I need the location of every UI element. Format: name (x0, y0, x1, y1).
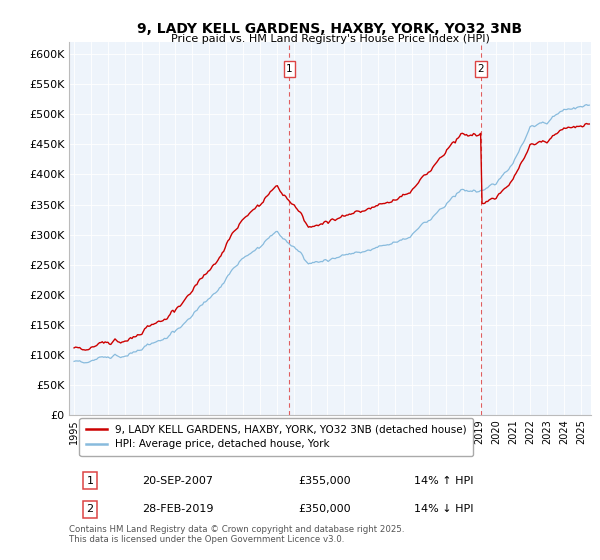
Text: Price paid vs. HM Land Registry's House Price Index (HPI): Price paid vs. HM Land Registry's House … (170, 34, 490, 44)
Text: 28-FEB-2019: 28-FEB-2019 (142, 505, 214, 515)
Text: 2: 2 (478, 64, 484, 74)
Text: 14% ↑ HPI: 14% ↑ HPI (413, 475, 473, 486)
Text: 1: 1 (86, 475, 94, 486)
Text: £355,000: £355,000 (299, 475, 352, 486)
Text: Contains HM Land Registry data © Crown copyright and database right 2025.
This d: Contains HM Land Registry data © Crown c… (69, 525, 404, 544)
Text: 2: 2 (86, 505, 94, 515)
Text: 20-SEP-2007: 20-SEP-2007 (142, 475, 213, 486)
Text: 14% ↓ HPI: 14% ↓ HPI (413, 505, 473, 515)
Text: 9, LADY KELL GARDENS, HAXBY, YORK, YO32 3NB: 9, LADY KELL GARDENS, HAXBY, YORK, YO32 … (137, 22, 523, 36)
Text: £350,000: £350,000 (299, 505, 352, 515)
Legend: 9, LADY KELL GARDENS, HAXBY, YORK, YO32 3NB (detached house), HPI: Average price: 9, LADY KELL GARDENS, HAXBY, YORK, YO32 … (79, 418, 473, 456)
Text: 1: 1 (286, 64, 293, 74)
